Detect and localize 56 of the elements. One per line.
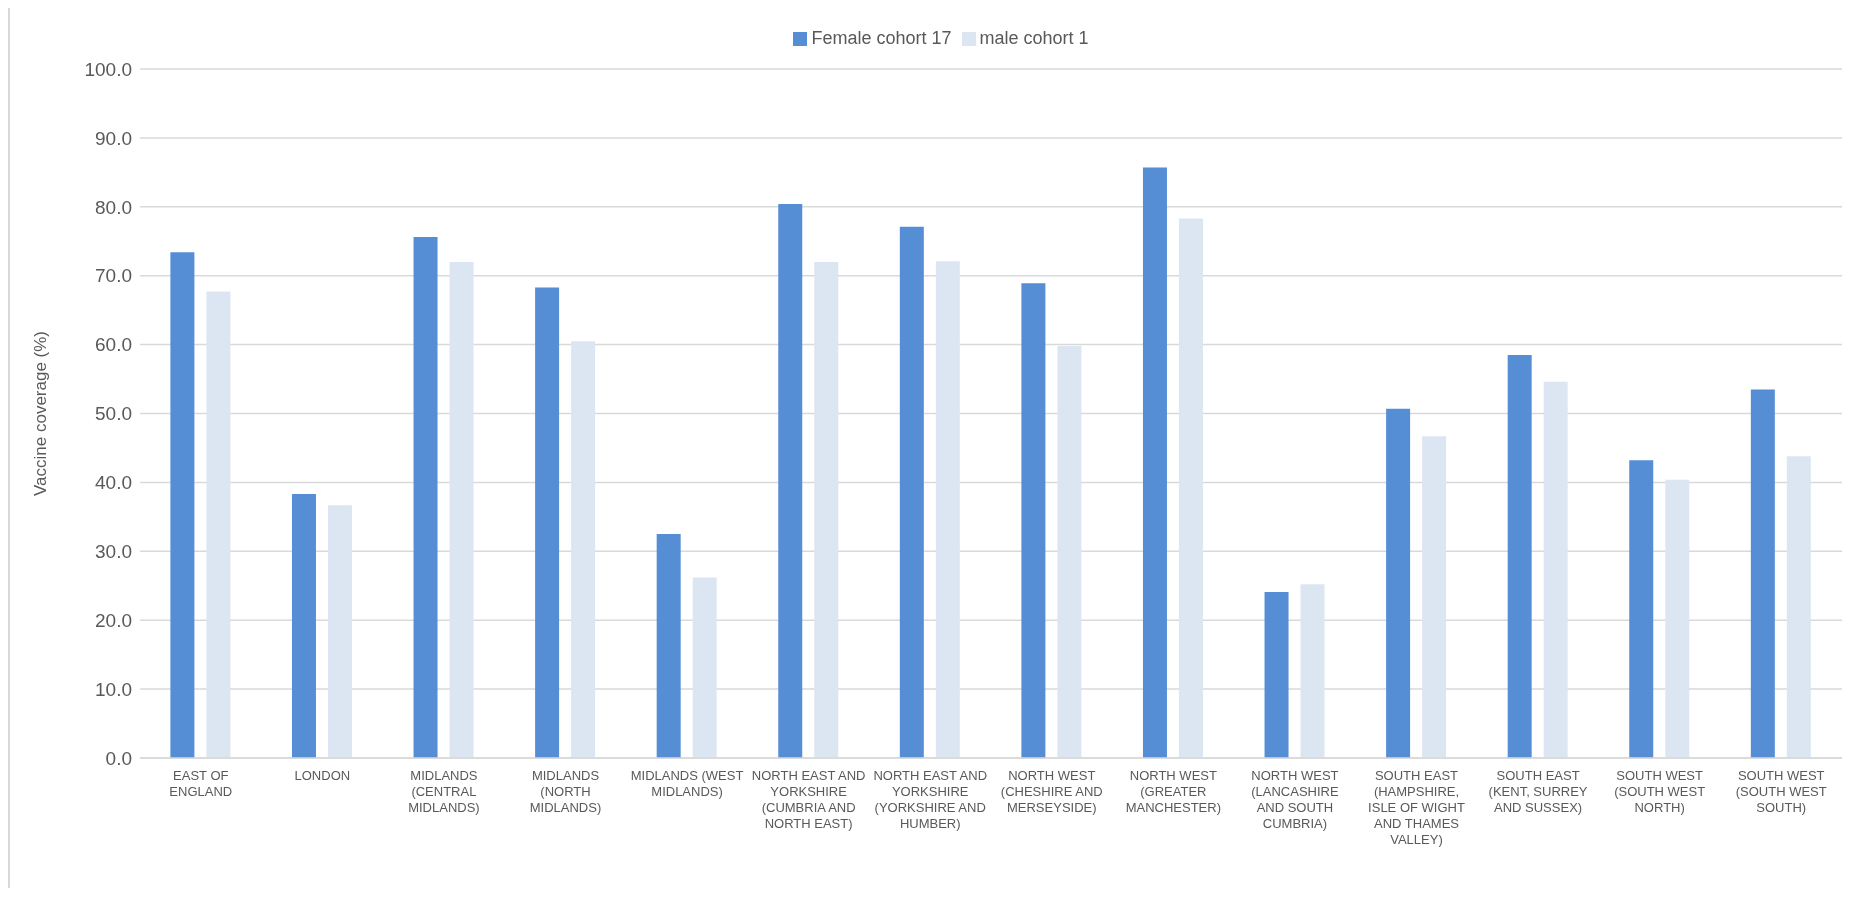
y-tick-label: 10.0 xyxy=(95,678,132,700)
x-tick-label: NORTH WEST (CHESHIRE AND MERSEYSIDE) xyxy=(1000,768,1103,815)
bar xyxy=(656,534,681,758)
bar xyxy=(692,577,717,758)
x-tick-label: NORTH EAST AND YORKSHIRE (YORKSHIRE AND HUMBER) xyxy=(873,768,988,831)
bar xyxy=(1300,584,1325,758)
y-tick-label: 40.0 xyxy=(95,472,132,494)
bar xyxy=(1665,479,1690,758)
x-tick-label: SOUTH EAST (KENT, SURREY AND SUSSEX) xyxy=(1488,768,1588,815)
bar xyxy=(1629,460,1654,758)
bar xyxy=(1786,456,1811,758)
y-tick-label: 80.0 xyxy=(95,196,132,218)
bar xyxy=(327,505,352,758)
x-tick-label: SOUTH WEST (SOUTH WEST NORTH) xyxy=(1614,768,1706,815)
y-tick-label: 20.0 xyxy=(95,609,132,631)
bar xyxy=(1057,345,1082,758)
bar xyxy=(778,204,803,758)
bar xyxy=(1386,408,1411,758)
y-tick-label: 70.0 xyxy=(95,265,132,287)
y-tick-label: 100.0 xyxy=(84,58,132,80)
x-tick-label: MIDLANDS (NORTH MIDLANDS) xyxy=(529,768,602,815)
y-tick-label: 60.0 xyxy=(95,334,132,356)
x-tick-label: EAST OF ENGLAND xyxy=(169,768,233,799)
bar xyxy=(935,261,960,758)
x-tick-label: SOUTH EAST (HAMPSHIRE, ISLE OF WIGHT AND THAMES VALLEY) xyxy=(1368,768,1465,847)
bar xyxy=(1750,389,1775,758)
x-tick-label: SOUTH WEST (SOUTH WEST SOUTH) xyxy=(1735,768,1827,815)
bar xyxy=(449,261,474,758)
y-tick-label: 0.0 xyxy=(105,747,132,769)
bar xyxy=(1142,167,1167,758)
x-tick-label: NORTH WEST (GREATER MANCHESTER) xyxy=(1125,768,1222,815)
x-tick-label: MIDLANDS (WEST MIDLANDS) xyxy=(630,768,744,799)
y-tick-label: 50.0 xyxy=(95,403,132,425)
bar xyxy=(1507,354,1532,758)
legend-label: male cohort 1 xyxy=(979,28,1089,48)
y-axis-title: Vaccine coverage (%) xyxy=(31,330,51,497)
bar xyxy=(1021,283,1046,758)
y-tick-label: 90.0 xyxy=(95,127,132,149)
bar xyxy=(1264,591,1289,758)
bar xyxy=(571,341,596,758)
bar xyxy=(1422,436,1447,758)
bar xyxy=(206,291,231,758)
y-tick-label: 30.0 xyxy=(95,541,132,563)
bar xyxy=(814,261,839,758)
bar xyxy=(170,252,195,758)
bar xyxy=(1178,218,1203,758)
x-tick-label: NORTH WEST (LANCASHIRE AND SOUTH CUMBRIA) xyxy=(1251,768,1339,831)
bar xyxy=(535,287,560,758)
legend-label: Female cohort 17 xyxy=(811,28,952,48)
bar xyxy=(1543,381,1568,758)
bar xyxy=(413,237,438,758)
x-tick-label: LONDON xyxy=(294,768,351,783)
bar xyxy=(291,494,316,758)
x-tick-label: NORTH EAST AND YORKSHIRE (CUMBRIA AND NORTH EAST) xyxy=(751,768,866,831)
x-tick-label: MIDLANDS (CENTRAL MIDLANDS) xyxy=(408,768,480,815)
bar xyxy=(899,226,924,758)
